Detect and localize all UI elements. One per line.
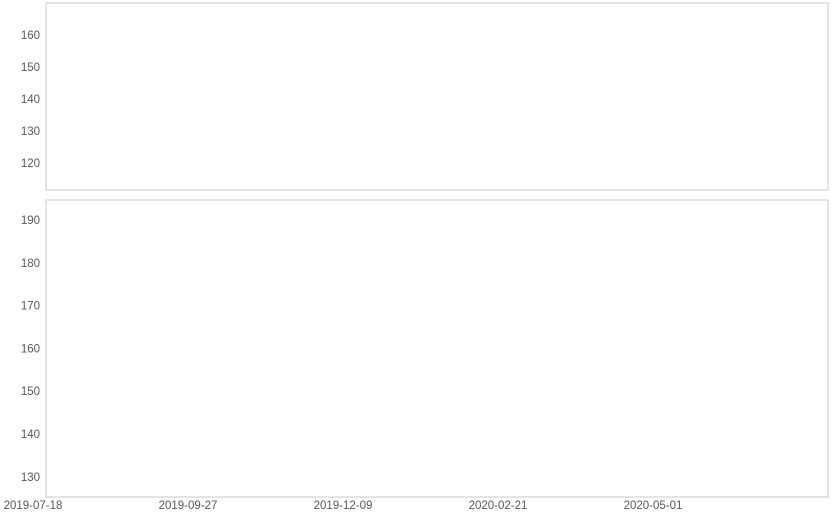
bottom-panel-frame <box>45 199 829 498</box>
x-tick-label: 2019-07-18 <box>4 500 63 512</box>
y-tick-label: 140 <box>21 94 40 106</box>
y-tick-label: 190 <box>21 215 40 227</box>
y-tick-label: 140 <box>21 429 40 441</box>
y-tick-label: 180 <box>21 258 40 270</box>
y-tick-label: 150 <box>21 62 40 74</box>
y-tick-label: 130 <box>21 472 40 484</box>
y-tick-label: 160 <box>21 343 40 355</box>
y-tick-label: 130 <box>21 126 40 138</box>
y-tick-label: 150 <box>21 386 40 398</box>
x-tick-label: 2020-05-01 <box>624 500 683 512</box>
y-tick-label: 120 <box>21 158 40 170</box>
x-tick-label: 2020-02-21 <box>469 500 528 512</box>
y-tick-label: 170 <box>21 301 40 313</box>
x-tick-label: 2019-12-09 <box>314 500 373 512</box>
top-panel-frame <box>45 2 829 191</box>
y-tick-label: 160 <box>21 30 40 42</box>
x-tick-label: 2019-09-27 <box>159 500 218 512</box>
